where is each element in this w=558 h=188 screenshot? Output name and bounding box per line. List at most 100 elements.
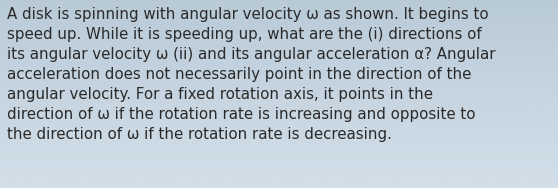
Bar: [0, 177, 558, 179]
Bar: [0, 9, 558, 11]
Bar: [0, 66, 558, 67]
Bar: [0, 14, 558, 16]
Bar: [0, 19, 558, 20]
Bar: [0, 116, 558, 118]
Bar: [0, 52, 558, 53]
Bar: [0, 50, 558, 52]
Bar: [0, 61, 558, 63]
Bar: [0, 27, 558, 28]
Bar: [0, 22, 558, 24]
Bar: [0, 36, 558, 38]
Bar: [0, 158, 558, 160]
Bar: [0, 128, 558, 130]
Bar: [0, 152, 558, 154]
Bar: [0, 144, 558, 146]
Bar: [0, 30, 558, 31]
Bar: [0, 103, 558, 105]
Bar: [0, 163, 558, 164]
Bar: [0, 130, 558, 132]
Bar: [0, 63, 558, 64]
Bar: [0, 146, 558, 147]
Bar: [0, 139, 558, 141]
Bar: [0, 0, 558, 2]
Bar: [0, 102, 558, 103]
Bar: [0, 67, 558, 69]
Bar: [0, 105, 558, 107]
Bar: [0, 121, 558, 122]
Bar: [0, 154, 558, 155]
Bar: [0, 74, 558, 75]
Bar: [0, 157, 558, 158]
Bar: [0, 11, 558, 13]
Bar: [0, 168, 558, 169]
Bar: [0, 160, 558, 161]
Bar: [0, 100, 558, 102]
Bar: [0, 147, 558, 149]
Bar: [0, 92, 558, 94]
Bar: [0, 171, 558, 172]
Bar: [0, 96, 558, 97]
Bar: [0, 122, 558, 124]
Bar: [0, 111, 558, 113]
Bar: [0, 86, 558, 88]
Bar: [0, 174, 558, 175]
Bar: [0, 69, 558, 70]
Bar: [0, 83, 558, 85]
Bar: [0, 16, 558, 17]
Bar: [0, 149, 558, 150]
Bar: [0, 72, 558, 74]
Bar: [0, 49, 558, 50]
Bar: [0, 58, 558, 60]
Bar: [0, 38, 558, 39]
Bar: [0, 179, 558, 180]
Bar: [0, 28, 558, 30]
Bar: [0, 13, 558, 14]
Bar: [0, 70, 558, 72]
Bar: [0, 33, 558, 34]
Bar: [0, 155, 558, 157]
Bar: [0, 132, 558, 133]
Bar: [0, 42, 558, 44]
Bar: [0, 97, 558, 99]
Bar: [0, 60, 558, 61]
Bar: [0, 183, 558, 185]
Bar: [0, 172, 558, 174]
Bar: [0, 175, 558, 177]
Bar: [0, 138, 558, 139]
Bar: [0, 114, 558, 116]
Bar: [0, 185, 558, 186]
Bar: [0, 75, 558, 77]
Bar: [0, 124, 558, 125]
Bar: [0, 91, 558, 92]
Bar: [0, 107, 558, 108]
Bar: [0, 161, 558, 163]
Bar: [0, 133, 558, 135]
Bar: [0, 164, 558, 166]
Bar: [0, 143, 558, 144]
Bar: [0, 125, 558, 127]
Bar: [0, 64, 558, 66]
Bar: [0, 99, 558, 100]
Bar: [0, 39, 558, 41]
Bar: [0, 80, 558, 81]
Bar: [0, 31, 558, 33]
Bar: [0, 186, 558, 188]
Bar: [0, 77, 558, 78]
Bar: [0, 34, 558, 36]
Bar: [0, 141, 558, 143]
Bar: [0, 136, 558, 138]
Bar: [0, 88, 558, 89]
Bar: [0, 113, 558, 114]
Bar: [0, 118, 558, 119]
Bar: [0, 94, 558, 96]
Bar: [0, 5, 558, 6]
Bar: [0, 78, 558, 80]
Bar: [0, 45, 558, 47]
Text: A disk is spinning with angular velocity ω as shown. It begins to
speed up. Whil: A disk is spinning with angular velocity…: [7, 7, 495, 142]
Bar: [0, 6, 558, 8]
Bar: [0, 53, 558, 55]
Bar: [0, 41, 558, 42]
Bar: [0, 20, 558, 22]
Bar: [0, 56, 558, 58]
Bar: [0, 3, 558, 5]
